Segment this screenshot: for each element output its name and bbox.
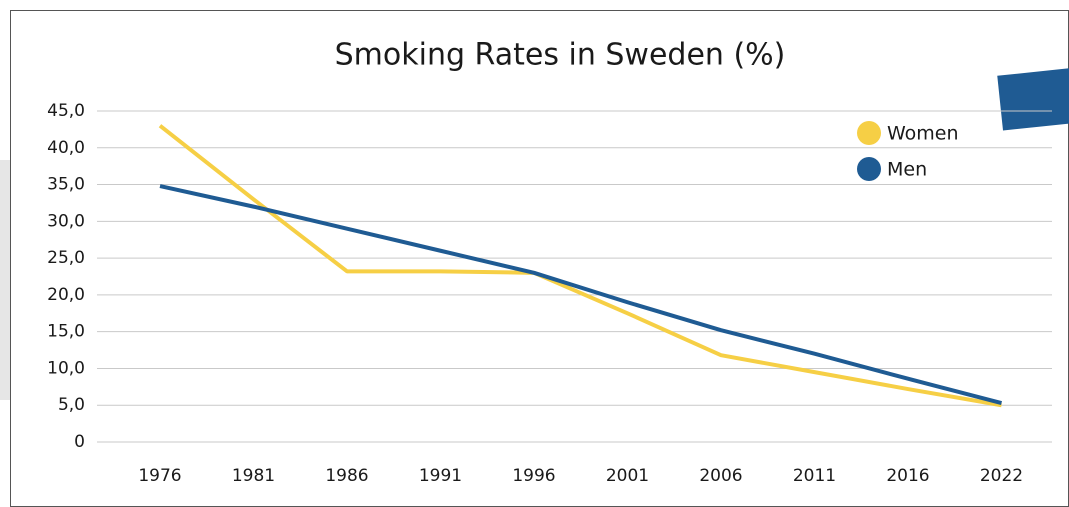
y-tick-label: 20,0: [47, 285, 85, 305]
x-tick-label: 2022: [980, 466, 1023, 486]
legend-swatch: [857, 157, 881, 181]
x-tick-label: 2001: [606, 466, 649, 486]
legend-swatch: [857, 121, 881, 145]
x-tick-label: 2011: [793, 466, 836, 486]
legend-label: Women: [887, 123, 959, 145]
y-tick-label: 0: [74, 432, 85, 452]
legend-label: Men: [887, 159, 927, 181]
series-line: [158, 124, 1002, 408]
y-tick-label: 45,0: [47, 101, 85, 121]
y-tick-label: 15,0: [47, 322, 85, 342]
y-tick-label: 25,0: [47, 248, 85, 268]
x-tick-label: 1986: [325, 466, 368, 486]
y-tick-label: 30,0: [47, 211, 85, 231]
y-tick-label: 10,0: [47, 358, 85, 378]
y-tick-label: 40,0: [47, 138, 85, 158]
side-strip: [0, 160, 10, 400]
x-tick-label: 1981: [232, 466, 275, 486]
x-tick-label: 1991: [419, 466, 462, 486]
series-line: [159, 184, 1003, 405]
badge: [997, 66, 1069, 131]
x-tick-label: 2016: [886, 466, 929, 486]
x-tick-label: 2006: [699, 466, 742, 486]
chart-title: Smoking Rates in Sweden (%): [335, 38, 786, 73]
x-tick-label: 1976: [138, 466, 181, 486]
badge-box: [997, 66, 1069, 131]
x-tick-label: 1996: [512, 466, 555, 486]
y-tick-label: 5,0: [58, 395, 85, 415]
y-tick-label: 35,0: [47, 175, 85, 195]
